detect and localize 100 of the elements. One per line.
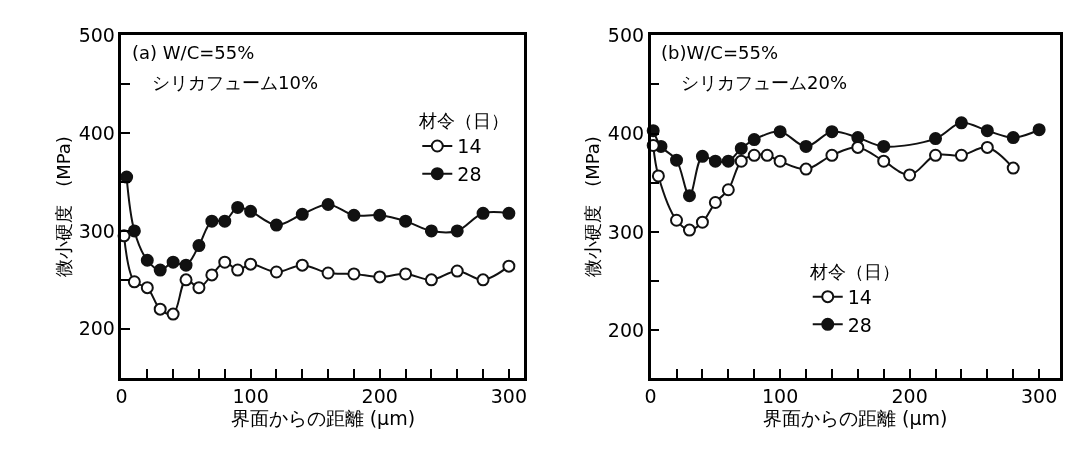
point [192,239,206,253]
y-tick-label: 400 [607,122,645,145]
point [670,213,684,227]
point [721,154,735,168]
point [179,258,193,272]
point [476,273,490,287]
point [231,200,245,214]
point [929,148,943,162]
point [799,139,813,153]
point [373,270,387,284]
point [773,125,787,139]
point [1006,161,1020,175]
point [1006,131,1020,145]
point [450,264,464,278]
point [450,224,464,238]
point [244,204,258,218]
point [373,208,387,222]
point [244,257,258,271]
legend-label: 28 [847,313,872,336]
point [929,132,943,146]
point [682,189,696,203]
y-tick-label: 200 [78,317,115,340]
x-axis-title: 界面からの距離 (μm) [763,407,948,430]
point [708,196,722,210]
point [651,169,665,183]
point [851,140,865,154]
point [954,116,968,130]
y-tick-label: 300 [78,219,115,242]
x-tick-label: 300 [1020,385,1058,408]
point [166,255,180,269]
x-tick-label: 0 [115,385,128,408]
point [708,154,722,168]
point [153,263,167,277]
point [231,263,245,277]
annotation: (b)W/C=55% [661,42,778,63]
point [734,141,748,155]
x-tick-label: 300 [490,385,528,408]
point [799,162,813,176]
x-tick-label: 200 [891,385,928,408]
point [695,149,709,163]
point [127,224,141,238]
point [179,273,193,287]
y-tick-label: 500 [607,23,645,46]
point [218,214,232,228]
point [980,124,994,138]
point [120,170,134,184]
point [424,224,438,238]
x-tick-label: 200 [361,385,398,408]
point [954,148,968,162]
point [321,266,335,280]
legend-label: 28 [457,163,482,186]
point [424,273,438,287]
point [747,133,761,147]
point [747,148,761,162]
point [127,275,141,289]
point [825,125,839,139]
point [670,153,684,167]
point [192,281,206,295]
point [399,214,413,228]
point [502,259,516,273]
point [166,307,180,321]
point [399,267,413,281]
y-tick-label: 400 [78,121,115,144]
point [140,253,154,267]
y-axis-title: 微小硬度 (MPa) [52,136,74,277]
annotation: シリカフューム20% [681,72,848,93]
point [877,154,891,168]
point [205,214,219,228]
point [734,154,748,168]
y-tick-label: 200 [607,319,645,342]
point [721,183,735,197]
point [153,302,167,316]
point [903,168,917,182]
point [140,281,154,295]
annotation: (a) W/C=55% [132,42,255,63]
annotation: シリカフューム10% [152,72,319,93]
point [877,139,891,153]
legend-label: 14 [847,286,872,309]
y-axis-title: 微小硬度 (MPa) [582,136,603,277]
point [205,268,219,282]
y-tick-label: 500 [78,23,115,46]
y-tick-label: 300 [607,220,645,243]
point [476,206,490,220]
point [695,215,709,229]
point [269,265,283,279]
point [980,140,994,154]
point [825,148,839,162]
point [682,223,696,237]
x-tick-label: 100 [761,385,799,408]
point [347,267,361,281]
point [502,206,516,220]
point [218,255,232,269]
x-axis-title: 界面からの距離 (μm) [230,407,416,430]
point [321,198,335,211]
x-tick-label: 0 [644,385,657,408]
point [269,218,283,232]
legend-title: 材令（日） [808,260,900,282]
point [760,148,774,162]
point [1032,123,1046,137]
legend-label: 14 [457,135,482,158]
